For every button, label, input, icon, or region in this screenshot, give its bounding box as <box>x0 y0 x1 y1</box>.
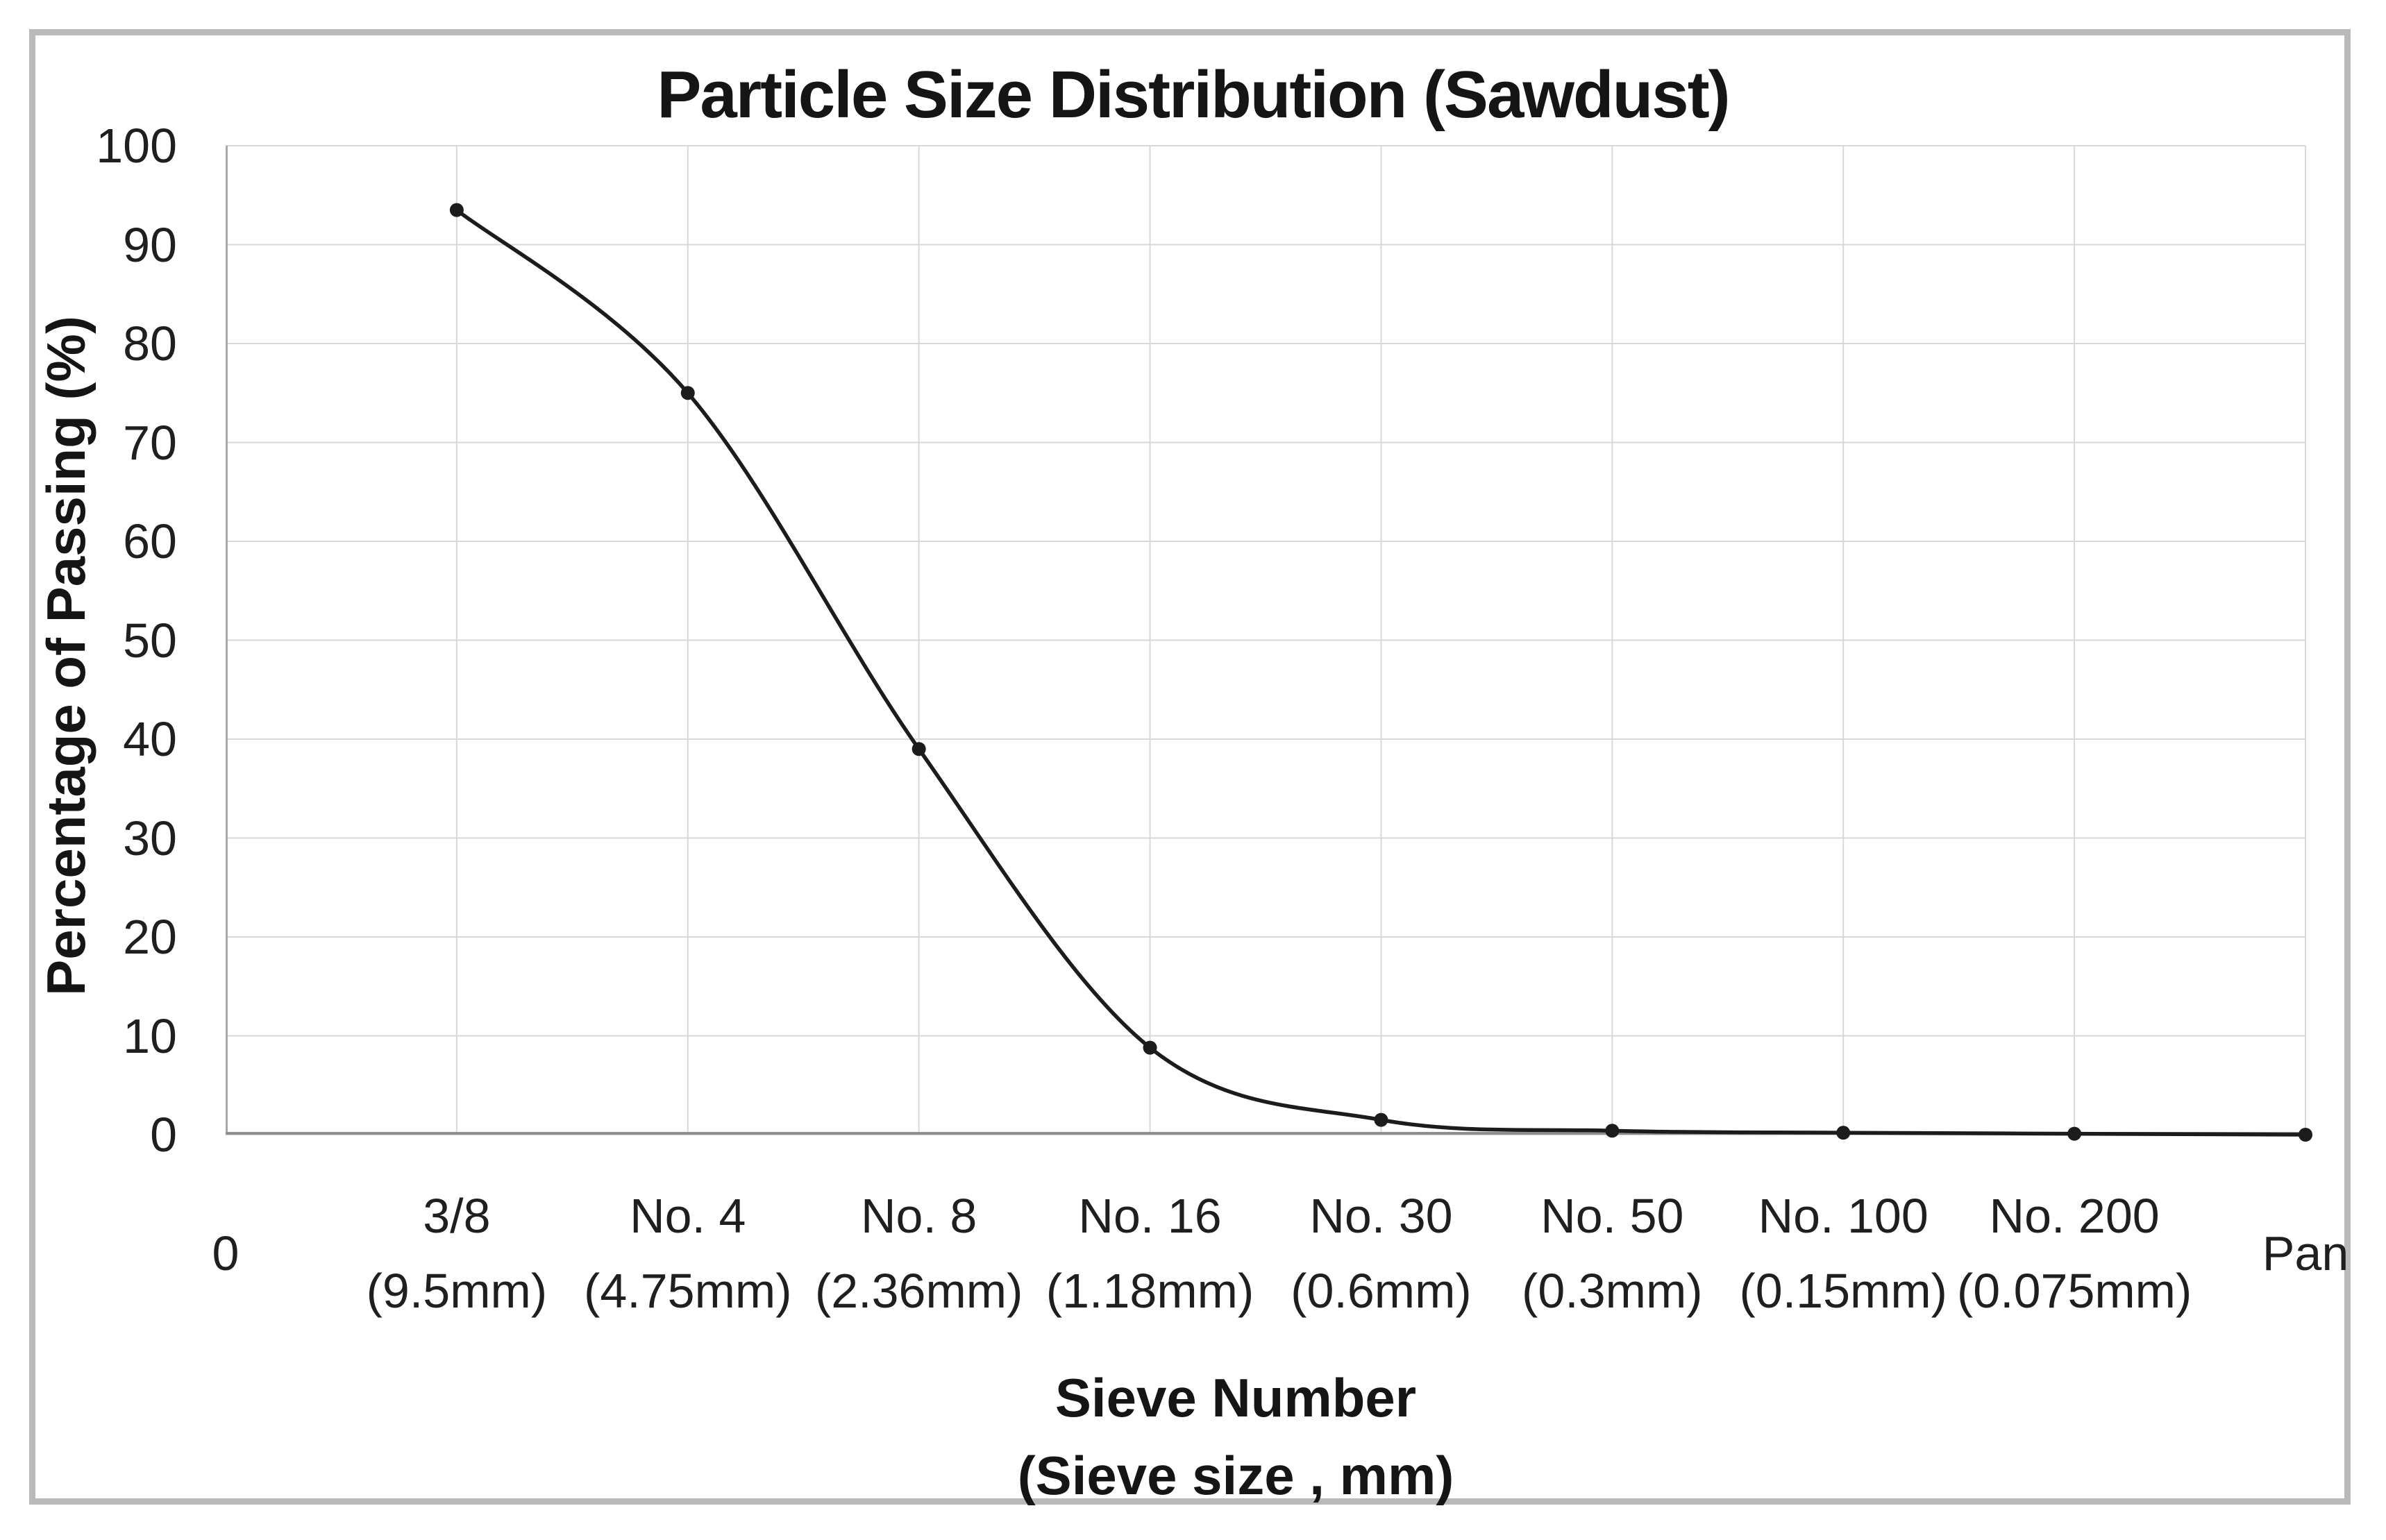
sieve-number-label: No. 4 <box>630 1189 746 1243</box>
y-tick-label: 90 <box>123 217 177 272</box>
data-point-marker <box>1836 1126 1851 1140</box>
x-tick-label: No. 4 (4.75mm) <box>556 1178 820 1328</box>
data-point-marker <box>2067 1126 2082 1141</box>
data-point-marker <box>1605 1124 1620 1138</box>
y-tick-label: 20 <box>123 910 177 964</box>
x-axis-title-line1: Sieve Number <box>1055 1367 1417 1428</box>
sieve-number-label: No. 200 <box>1989 1189 2160 1243</box>
x-tick-label: Pan <box>2174 1216 2386 1291</box>
data-point-marker <box>449 203 464 217</box>
data-point-marker <box>680 386 695 400</box>
y-tick-label: 30 <box>123 811 177 865</box>
data-point-marker <box>1143 1040 1157 1055</box>
sieve-size-label: (1.18mm) <box>1045 1264 1254 1318</box>
sieve-number-label: No. 50 <box>1540 1189 1684 1243</box>
y-tick-label: 10 <box>123 1008 177 1063</box>
sieve-number-label: No. 8 <box>861 1189 977 1243</box>
y-tick-label: 40 <box>123 712 177 766</box>
series-line <box>455 208 2308 1137</box>
data-point-marker <box>911 742 926 756</box>
y-tick-label: 50 <box>123 613 177 668</box>
x-axis-title: Sieve Number (Sieve size , mm) <box>611 1359 1860 1514</box>
sieve-size-label: (0.3mm) <box>1522 1264 1703 1318</box>
sieve-size-label: (0.075mm) <box>1956 1264 2192 1318</box>
sieve-size-label: (2.36mm) <box>814 1264 1023 1318</box>
sieve-size-label: (0.6mm) <box>1291 1264 1472 1318</box>
x-tick-label: No. 200 (0.075mm) <box>1942 1178 2206 1328</box>
y-tick-label: 100 <box>96 119 177 173</box>
sieve-size-label: (4.75mm) <box>584 1264 792 1318</box>
x-tick-label: No. 50 (0.3mm) <box>1480 1178 1744 1328</box>
y-tick-label: 0 <box>150 1108 177 1162</box>
x-tick-label: No. 30 (0.6mm) <box>1249 1178 1513 1328</box>
sieve-number-label: No. 16 <box>1078 1189 1222 1243</box>
x-tick-label: No. 100 (0.15mm) <box>1711 1178 1975 1328</box>
y-tick-label: 80 <box>123 316 177 371</box>
x-tick-label: No. 8 (2.36mm) <box>787 1178 1051 1328</box>
y-tick-label: 70 <box>123 415 177 470</box>
x-tick-label: 3/8 (9.5mm) <box>325 1178 589 1328</box>
x-tick-label: No. 16 (1.18mm) <box>1018 1178 1282 1328</box>
y-tick-label: 60 <box>123 514 177 568</box>
x-tick-label-origin: 0 <box>212 1226 240 1280</box>
sieve-number-label: 3/8 <box>423 1189 491 1243</box>
sieve-size-label: (0.15mm) <box>1739 1264 1947 1318</box>
plot-area <box>226 145 2312 1142</box>
x-axis-title-line2: (Sieve size , mm) <box>1017 1445 1454 1506</box>
sieve-number-label: No. 30 <box>1309 1189 1453 1243</box>
sieve-number-label: No. 100 <box>1758 1189 1929 1243</box>
chart-border-frame <box>29 29 2351 1505</box>
sieve-number-label: Pan <box>2262 1226 2349 1280</box>
chart-title: Particle Size Distribution (Sawdust) <box>657 58 1730 132</box>
data-point-marker <box>1374 1112 1388 1127</box>
sieve-size-label: (9.5mm) <box>366 1264 548 1318</box>
data-point-marker <box>2299 1128 2312 1142</box>
